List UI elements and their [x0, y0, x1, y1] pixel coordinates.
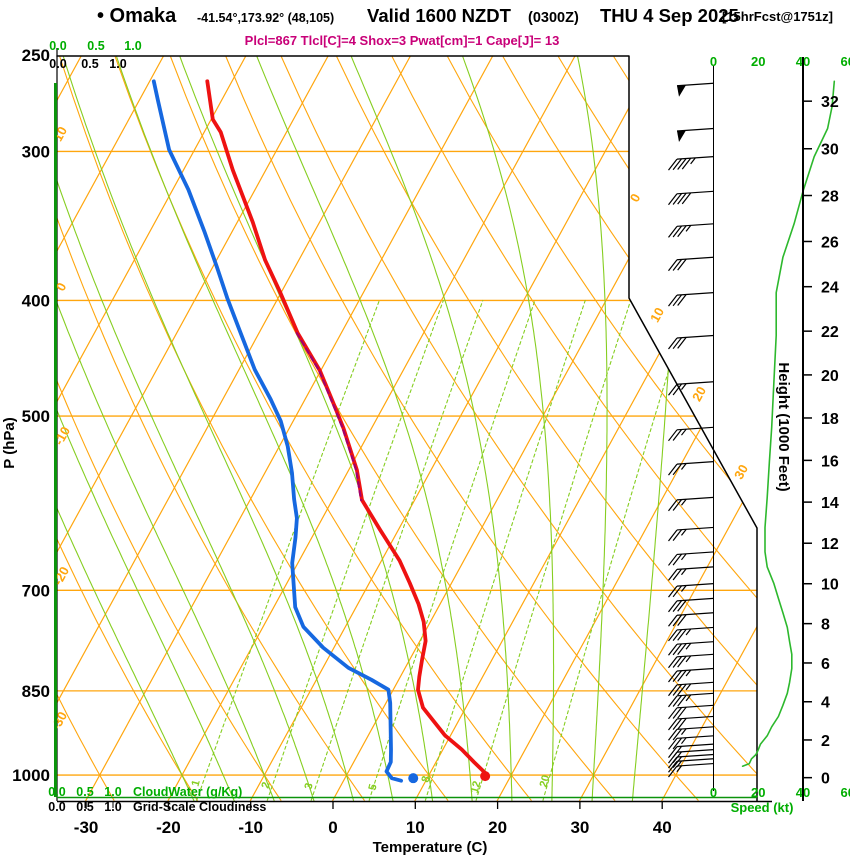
svg-text:20: 20: [689, 384, 709, 404]
speed-axis-label: Speed (kt): [731, 800, 794, 815]
valid-zulu: (0300Z): [528, 10, 579, 26]
svg-text:12: 12: [821, 536, 839, 553]
station-coords: -41.54°,173.92° (48,105): [197, 11, 334, 25]
svg-text:300: 300: [22, 142, 50, 161]
svg-text:30: 30: [731, 462, 751, 482]
cloud-scales: 0.00.00.50.51.01.00.00.00.50.51.01.0: [48, 39, 141, 814]
svg-text:0.0: 0.0: [49, 57, 66, 71]
forecast-tag: [15hrFcst@1751z]: [722, 9, 833, 24]
svg-text:10: 10: [50, 124, 70, 144]
pressure-tick-labels: 250 300 400 500 700 850 1000: [12, 46, 50, 785]
svg-text:-20: -20: [50, 564, 72, 588]
svg-text:16: 16: [821, 453, 839, 470]
cloudwater-axis-label: CloudWater (g/Kg): [133, 785, 242, 799]
svg-text:20: 20: [488, 818, 507, 837]
station-name: • Omaka: [97, 5, 177, 27]
valid-time: Valid 1600 NZDT: [367, 5, 512, 26]
surface-dots: [408, 773, 419, 784]
svg-text:1.0: 1.0: [124, 39, 141, 53]
svg-text:20: 20: [538, 774, 553, 789]
svg-text:-20: -20: [156, 818, 181, 837]
mixing-ratio-lines: [196, 299, 691, 801]
svg-text:4: 4: [821, 695, 830, 712]
svg-text:26: 26: [821, 234, 839, 251]
svg-text:40: 40: [653, 818, 672, 837]
wind-barbs: [668, 66, 714, 791]
svg-text:250: 250: [22, 46, 50, 65]
svg-text:0.5: 0.5: [87, 39, 104, 53]
svg-text:1000: 1000: [12, 766, 50, 785]
svg-text:10: 10: [647, 305, 667, 325]
svg-text:32: 32: [821, 94, 839, 111]
surface-dots: [480, 771, 491, 782]
svg-text:14: 14: [821, 495, 839, 512]
svg-text:6: 6: [821, 656, 830, 673]
svg-text:0: 0: [821, 771, 830, 788]
svg-text:0.5: 0.5: [81, 57, 98, 71]
svg-text:-30: -30: [48, 709, 70, 733]
svg-text:20: 20: [821, 368, 839, 385]
svg-text:30: 30: [821, 142, 839, 159]
svg-text:12: 12: [469, 780, 484, 795]
svg-text:0: 0: [710, 54, 717, 69]
svg-text:400: 400: [22, 291, 50, 310]
svg-text:1.0: 1.0: [109, 57, 126, 71]
svg-text:60: 60: [841, 785, 850, 800]
stability-indices: Plcl=867 Tlcl[C]=4 Shox=3 Pwat[cm]=1 Cap…: [245, 33, 560, 48]
parcel-path: [295, 332, 363, 502]
valid-date: THU 4 Sep 2025: [600, 5, 739, 26]
surface-temperature-dot: [480, 771, 491, 782]
svg-text:2: 2: [821, 733, 830, 750]
svg-text:10: 10: [821, 577, 839, 594]
svg-text:0.5: 0.5: [76, 785, 93, 799]
svg-text:850: 850: [22, 682, 50, 701]
svg-text:-10: -10: [238, 818, 263, 837]
svg-text:700: 700: [22, 581, 50, 600]
svg-text:5: 5: [367, 783, 380, 792]
pressure-axis-label: P (hPa): [1, 417, 18, 468]
svg-text:0.0: 0.0: [48, 800, 65, 814]
temperature-axis-label: Temperature (C): [373, 839, 488, 856]
cloudiness-axis-label: Grid-Scale Cloudiness: [133, 800, 266, 814]
svg-text:500: 500: [22, 407, 50, 426]
chart-background: -30 -20 -10 0 10 20 30 402503004005007008501000…: [12, 39, 850, 837]
svg-text:3: 3: [303, 782, 316, 791]
svg-text:30: 30: [570, 818, 589, 837]
wind-speed-curve: [741, 80, 836, 768]
svg-text:2: 2: [260, 781, 273, 790]
svg-text:60: 60: [841, 54, 850, 69]
speed-scale: 00202040406060: [710, 54, 850, 800]
svg-text:8: 8: [420, 775, 433, 784]
svg-text:22: 22: [821, 324, 839, 341]
svg-text:8: 8: [821, 617, 830, 634]
svg-text:0.0: 0.0: [48, 785, 65, 799]
temperature-curve: [205, 79, 489, 776]
svg-text:1.0: 1.0: [104, 800, 121, 814]
surface-dewpoint-dot: [408, 773, 419, 784]
svg-text:28: 28: [821, 189, 839, 206]
svg-text:24: 24: [821, 280, 839, 297]
temperature-ticks: -30 -20 -10 0 10 20 30 40: [74, 801, 672, 837]
grid-lines: [57, 56, 757, 801]
svg-text:1: 1: [190, 779, 203, 788]
svg-text:1.0: 1.0: [104, 785, 121, 799]
isotherm-lines: [57, 56, 757, 801]
svg-text:10: 10: [406, 818, 425, 837]
svg-text:20: 20: [751, 54, 765, 69]
svg-text:0.5: 0.5: [76, 800, 93, 814]
svg-text:0: 0: [328, 818, 337, 837]
svg-text:0: 0: [710, 785, 717, 800]
height-axis-label: Height (1000 Feet): [775, 362, 792, 491]
dewpoint-curve: [151, 79, 404, 783]
svg-text:-30: -30: [74, 818, 99, 837]
svg-text:18: 18: [821, 411, 839, 428]
svg-text:20: 20: [751, 785, 765, 800]
svg-text:0.0: 0.0: [49, 39, 66, 53]
